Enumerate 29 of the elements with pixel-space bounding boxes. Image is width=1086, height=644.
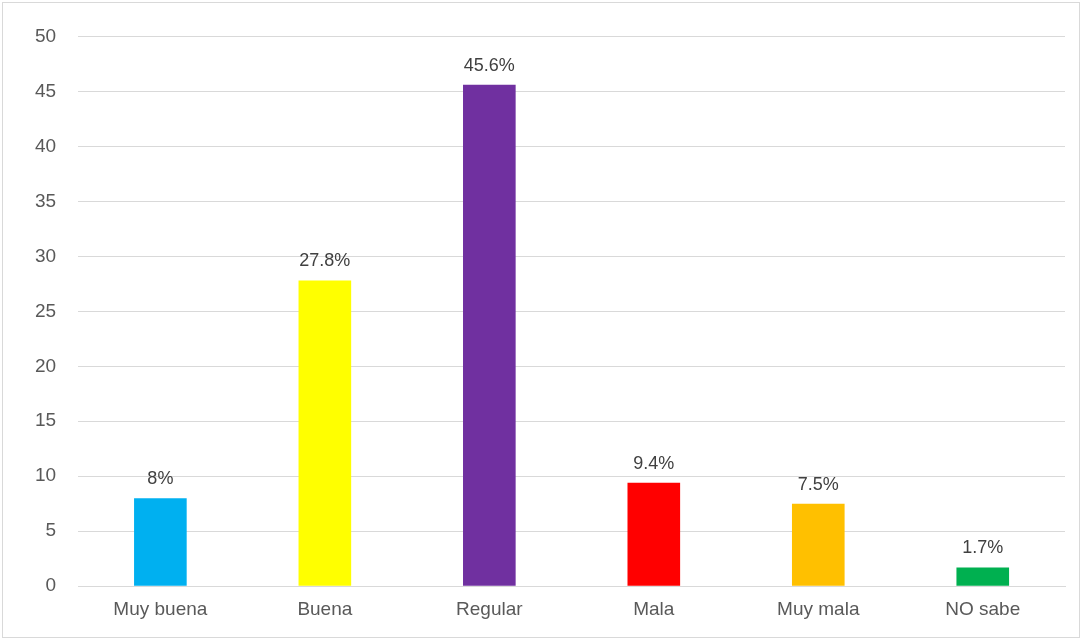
y-tick-label: 25 — [34, 299, 57, 321]
x-tick-label: Muy buena — [113, 597, 208, 619]
x-tick-label: NO sabe — [945, 597, 1021, 619]
data-label: 7.5% — [797, 473, 839, 494]
bar — [956, 567, 1010, 586]
y-tick-label: 5 — [45, 519, 57, 541]
x-tick-label: Mala — [633, 597, 675, 619]
y-tick-label: 15 — [34, 409, 57, 431]
bar — [134, 498, 187, 586]
bar — [463, 84, 516, 586]
y-tick-label: 35 — [34, 189, 57, 211]
data-label: 27.8% — [299, 250, 351, 271]
bar — [627, 482, 681, 586]
data-label: 45.6% — [463, 54, 515, 75]
data-label: 9.4% — [633, 452, 675, 473]
y-tick-label: 10 — [34, 464, 57, 486]
y-tick-label: 40 — [34, 134, 57, 156]
bar — [791, 503, 845, 586]
bar — [298, 280, 352, 586]
x-tick-label: Buena — [297, 597, 353, 619]
y-tick-label: 50 — [34, 24, 57, 46]
y-tick-label: 30 — [34, 244, 57, 266]
x-tick-label: Muy mala — [777, 597, 860, 619]
data-label: 8% — [147, 468, 174, 489]
y-tick-label: 0 — [45, 574, 57, 596]
y-tick-label: 20 — [34, 354, 57, 376]
x-tick-label: Regular — [456, 597, 524, 619]
data-label: 1.7% — [962, 537, 1004, 558]
y-tick-label: 45 — [34, 79, 57, 101]
